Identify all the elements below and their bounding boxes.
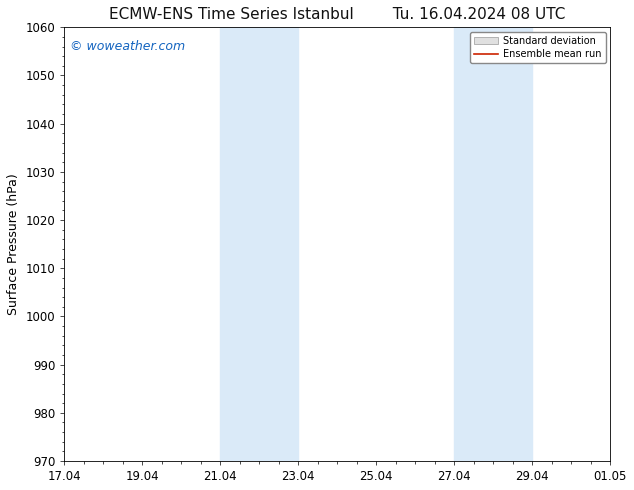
Legend: Standard deviation, Ensemble mean run: Standard deviation, Ensemble mean run	[470, 32, 605, 63]
Bar	[455, 27, 533, 461]
Bar	[220, 27, 299, 461]
Title: ECMW-ENS Time Series Istanbul        Tu. 16.04.2024 08 UTC: ECMW-ENS Time Series Istanbul Tu. 16.04.…	[109, 7, 566, 22]
Y-axis label: Surface Pressure (hPa): Surface Pressure (hPa)	[7, 173, 20, 315]
Text: © woweather.com: © woweather.com	[70, 40, 185, 53]
